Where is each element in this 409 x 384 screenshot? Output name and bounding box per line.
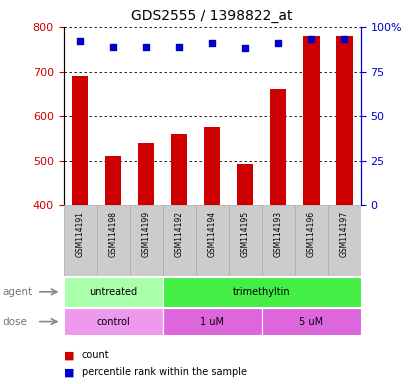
Bar bbox=[63, 308, 162, 336]
Point bbox=[340, 36, 347, 43]
Bar bbox=[137, 143, 154, 205]
Text: GSM114193: GSM114193 bbox=[273, 211, 282, 257]
Point bbox=[76, 38, 83, 44]
Bar bbox=[335, 36, 352, 205]
Bar bbox=[228, 205, 261, 276]
Bar bbox=[63, 277, 162, 306]
Point bbox=[208, 40, 215, 46]
Text: GSM114194: GSM114194 bbox=[207, 211, 216, 257]
Bar bbox=[195, 205, 228, 276]
Bar bbox=[162, 277, 360, 306]
Point bbox=[241, 45, 248, 51]
Text: GSM114199: GSM114199 bbox=[141, 211, 150, 257]
Point bbox=[175, 43, 182, 50]
Title: GDS2555 / 1398822_at: GDS2555 / 1398822_at bbox=[131, 9, 292, 23]
Bar bbox=[105, 156, 121, 205]
Bar bbox=[236, 164, 253, 205]
Point bbox=[274, 40, 281, 46]
Text: GSM114198: GSM114198 bbox=[108, 211, 117, 257]
Text: 5 uM: 5 uM bbox=[299, 316, 323, 327]
Text: ■: ■ bbox=[63, 350, 77, 360]
Text: GSM114196: GSM114196 bbox=[306, 211, 315, 257]
Bar bbox=[269, 89, 286, 205]
Text: GSM114197: GSM114197 bbox=[339, 211, 348, 257]
Bar bbox=[129, 205, 162, 276]
Text: dose: dose bbox=[2, 316, 27, 327]
Text: percentile rank within the sample: percentile rank within the sample bbox=[82, 367, 246, 377]
Bar bbox=[171, 134, 187, 205]
Bar bbox=[302, 36, 319, 205]
Bar bbox=[327, 205, 360, 276]
Text: trimethyltin: trimethyltin bbox=[232, 287, 290, 297]
Bar bbox=[203, 127, 220, 205]
Bar bbox=[261, 308, 360, 336]
Bar bbox=[72, 76, 88, 205]
Bar bbox=[261, 205, 294, 276]
Bar bbox=[294, 205, 327, 276]
Bar bbox=[162, 308, 261, 336]
Text: GSM114191: GSM114191 bbox=[75, 211, 84, 257]
Text: count: count bbox=[82, 350, 109, 360]
Point bbox=[110, 43, 116, 50]
Bar bbox=[97, 205, 129, 276]
Point bbox=[142, 43, 149, 50]
Text: GSM114192: GSM114192 bbox=[174, 211, 183, 257]
Text: control: control bbox=[96, 316, 130, 327]
Bar bbox=[63, 205, 97, 276]
Text: agent: agent bbox=[2, 287, 32, 297]
Point bbox=[307, 36, 314, 43]
Text: 1 uM: 1 uM bbox=[200, 316, 224, 327]
Text: untreated: untreated bbox=[89, 287, 137, 297]
Text: ■: ■ bbox=[63, 367, 77, 377]
Bar bbox=[162, 205, 195, 276]
Text: GSM114195: GSM114195 bbox=[240, 211, 249, 257]
